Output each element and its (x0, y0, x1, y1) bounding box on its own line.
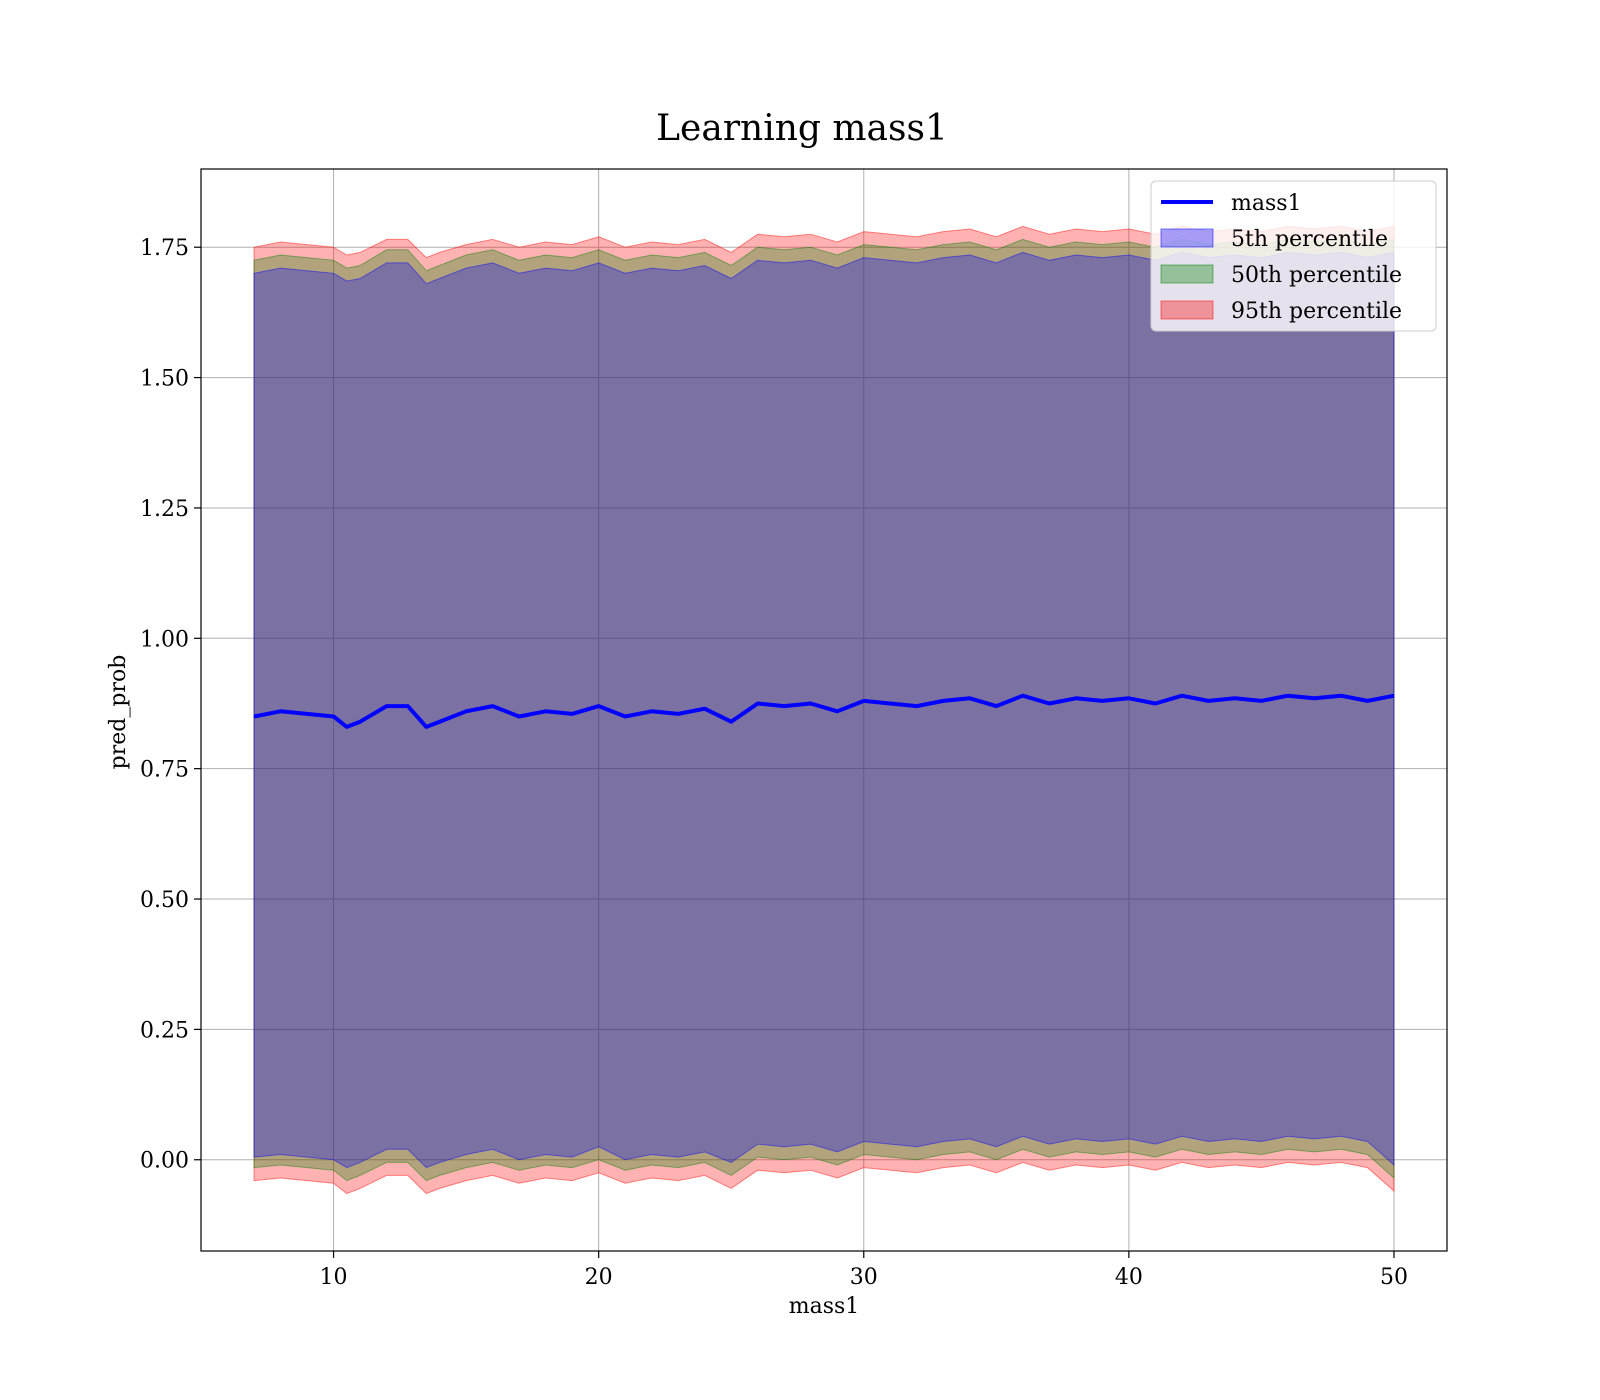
chart-title: Learning mass1 (656, 108, 948, 149)
x-tick-label: 30 (850, 1265, 878, 1290)
y-tick-label: 1.75 (140, 236, 189, 261)
y-tick-label: 0.25 (140, 1018, 189, 1043)
x-tick-label: 20 (585, 1265, 613, 1290)
band-95th-percentile (253, 225, 1395, 1195)
legend-label: mass1 (1231, 191, 1302, 216)
y-tick-label: 1.00 (140, 627, 189, 652)
y-tick-label: 0.75 (140, 758, 189, 783)
band-5th-percentile (253, 251, 1395, 1169)
plot-area: 10 20 30 40 50 0.00 0.25 0.50 0.75 1.00 1.25 1.50 1.… (140, 168, 1448, 1290)
legend-label: 5th percentile (1231, 227, 1388, 252)
band-50th-percentile (253, 238, 1395, 1182)
y-tick-label: 0.50 (140, 888, 189, 913)
y-tick-label: 0.00 (140, 1149, 189, 1174)
x-tick-label: 50 (1380, 1265, 1408, 1290)
legend-swatch (1160, 264, 1214, 284)
legend-swatch (1160, 228, 1214, 248)
y-axis-label: pred_prob (106, 655, 131, 770)
x-axis-label: mass1 (789, 1294, 860, 1319)
y-tick-label: 1.25 (140, 497, 189, 522)
y-tick-label: 1.50 (140, 367, 189, 392)
plot-frame (200, 168, 1448, 1252)
line-mass1 (253, 693, 1395, 729)
legend-box (1150, 180, 1437, 332)
legend-swatch (1160, 300, 1214, 320)
x-tick-label: 10 (320, 1265, 348, 1290)
x-tick-label: 40 (1115, 1265, 1143, 1290)
legend-label: 95th percentile (1231, 299, 1402, 324)
legend: mass1 5th percentile 50th percentile 95th p… (1150, 180, 1437, 332)
legend-label: 50th percentile (1231, 263, 1402, 288)
